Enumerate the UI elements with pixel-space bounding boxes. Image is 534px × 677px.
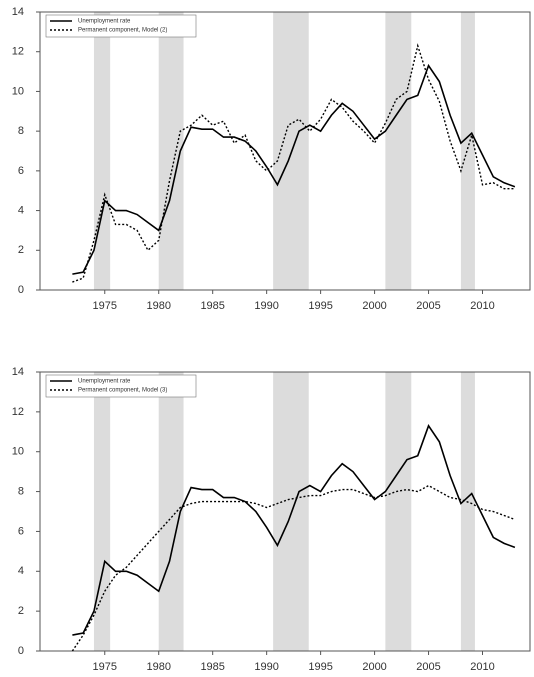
y-tick-label: 6 — [18, 165, 24, 177]
recession-band — [385, 12, 412, 290]
x-tick-label: 1980 — [146, 300, 170, 312]
legend-label: Unemployment rate — [78, 379, 131, 385]
x-tick-label: 1975 — [93, 661, 117, 673]
legend-label: Unemployment rate — [78, 19, 131, 25]
chart: 0 2 4 6 8 10 12 14 1975 1980 1985 1990 1995 2000 2005 2… — [12, 6, 531, 312]
x-tick-label: 1975 — [93, 300, 117, 312]
y-tick-label: 14 — [12, 366, 24, 378]
x-tick-label: 1985 — [200, 300, 224, 312]
recession-band — [460, 372, 475, 651]
y-tick-label: 0 — [18, 284, 24, 296]
x-tick-label: 1995 — [308, 300, 332, 312]
series-line — [72, 424, 516, 636]
y-tick-label: 10 — [12, 446, 24, 458]
plot-frame — [39, 11, 531, 291]
y-tick-label: 4 — [18, 204, 24, 216]
y-tick-label: 12 — [12, 46, 24, 58]
y-tick-label: 8 — [18, 485, 24, 497]
recession-band — [158, 372, 184, 651]
x-tick-label: 1995 — [308, 661, 332, 673]
x-tick-label: 2005 — [416, 300, 440, 312]
legend-box — [45, 14, 197, 38]
legend-label: Permanent component, Model (2) — [78, 28, 167, 34]
legend-label: Permanent component, Model (3) — [78, 388, 167, 394]
plot-frame — [39, 371, 531, 652]
x-tick-label: 1985 — [200, 661, 224, 673]
x-tick-label: 2005 — [416, 661, 440, 673]
y-tick-label: 2 — [18, 244, 24, 256]
recession-band — [93, 372, 111, 651]
x-tick-label: 1980 — [146, 661, 170, 673]
y-tick-label: 8 — [18, 125, 24, 137]
recession-band — [273, 372, 309, 651]
recession-band — [460, 12, 475, 290]
x-tick-label: 1990 — [254, 300, 278, 312]
y-tick-label: 2 — [18, 605, 24, 617]
y-tick-label: 6 — [18, 525, 24, 537]
recession-band — [385, 372, 412, 651]
recession-band — [93, 12, 111, 290]
y-tick-label: 10 — [12, 85, 24, 97]
y-tick-label: 0 — [18, 645, 24, 657]
y-tick-label: 4 — [18, 565, 24, 577]
x-tick-label: 1990 — [254, 661, 278, 673]
series-line — [72, 43, 515, 283]
legend-box — [45, 374, 197, 398]
x-tick-label: 2010 — [470, 661, 494, 673]
x-tick-label: 2000 — [362, 300, 386, 312]
series-line — [72, 63, 516, 275]
x-tick-label: 2010 — [470, 300, 494, 312]
y-tick-label: 12 — [12, 406, 24, 418]
y-tick-label: 14 — [12, 6, 24, 18]
series-line — [71, 484, 516, 652]
recession-band — [158, 12, 184, 290]
recession-band — [273, 12, 309, 290]
x-tick-label: 2000 — [362, 661, 386, 673]
chart: 0 2 4 6 8 10 12 14 1975 1980 1985 1990 1995 2000 2005 2… — [12, 366, 531, 673]
